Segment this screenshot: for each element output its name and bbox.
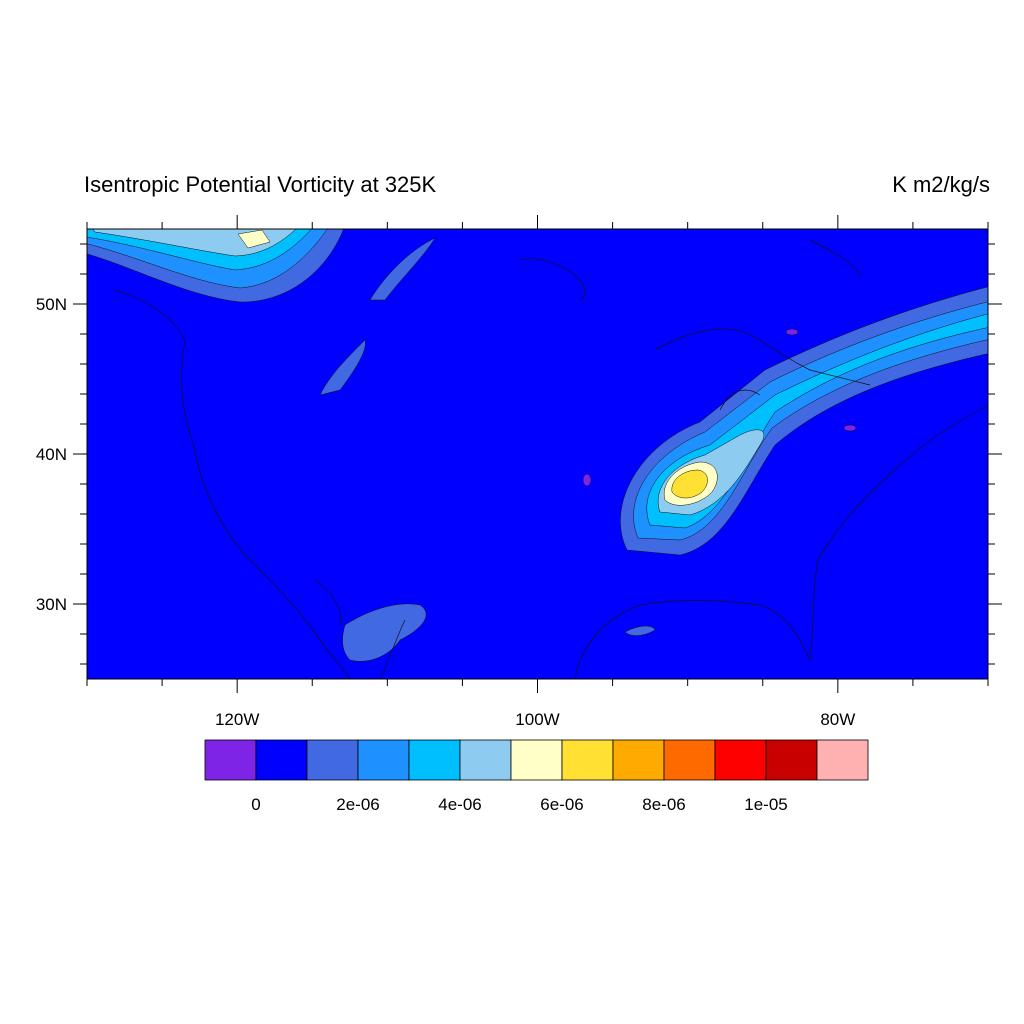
lat-label: 40N bbox=[36, 445, 67, 464]
colorbar-box bbox=[459, 739, 512, 781]
coastline bbox=[314, 579, 406, 679]
coastline bbox=[519, 239, 861, 301]
colorbar-box bbox=[204, 739, 257, 781]
colorbar-box bbox=[255, 739, 308, 781]
colorbar-label: 0 bbox=[251, 795, 260, 814]
colorbar-box bbox=[561, 739, 614, 781]
lat-label: 30N bbox=[36, 595, 67, 614]
field-background bbox=[87, 229, 988, 679]
colorbar-label: 1e-05 bbox=[744, 795, 787, 814]
map-axes: 30N 40N 50N 120W 100W 80W bbox=[36, 215, 1002, 729]
colorbar-box bbox=[510, 739, 563, 781]
colorbar-box bbox=[408, 739, 461, 781]
pv-region bbox=[582, 473, 592, 487]
colorbar-label: 2e-06 bbox=[336, 795, 379, 814]
coastline bbox=[574, 404, 988, 679]
lon-label: 100W bbox=[515, 710, 559, 729]
pv-region bbox=[342, 603, 427, 662]
colorbar-box bbox=[306, 739, 359, 781]
coastline bbox=[114, 289, 351, 679]
pv-region bbox=[671, 469, 708, 499]
pv-region bbox=[624, 625, 656, 636]
pv-region bbox=[785, 328, 799, 336]
colorbar-label: 6e-06 bbox=[540, 795, 583, 814]
lat-label: 50N bbox=[36, 295, 67, 314]
lon-label: 80W bbox=[820, 710, 855, 729]
colorbar-label: 8e-06 bbox=[642, 795, 685, 814]
lon-label: 120W bbox=[215, 710, 259, 729]
pv-region bbox=[237, 229, 271, 249]
coastline bbox=[654, 328, 871, 411]
colorbar-box bbox=[357, 739, 410, 781]
pv-region bbox=[369, 237, 436, 301]
pv-region bbox=[319, 339, 366, 396]
colorbar-box bbox=[663, 739, 716, 781]
pv-field bbox=[87, 229, 988, 679]
colorbar: 0 2e-06 4e-06 6e-06 8e-06 1e-05 bbox=[204, 739, 869, 814]
colorbar-label: 4e-06 bbox=[438, 795, 481, 814]
colorbar-box bbox=[765, 739, 818, 781]
colorbar-box bbox=[816, 739, 869, 781]
title: Isentropic Potential Vorticity at 325K bbox=[84, 172, 437, 197]
colorbar-box bbox=[714, 739, 767, 781]
units: K m2/kg/s bbox=[892, 172, 990, 197]
pv-region bbox=[843, 424, 857, 432]
colorbar-box bbox=[612, 739, 665, 781]
